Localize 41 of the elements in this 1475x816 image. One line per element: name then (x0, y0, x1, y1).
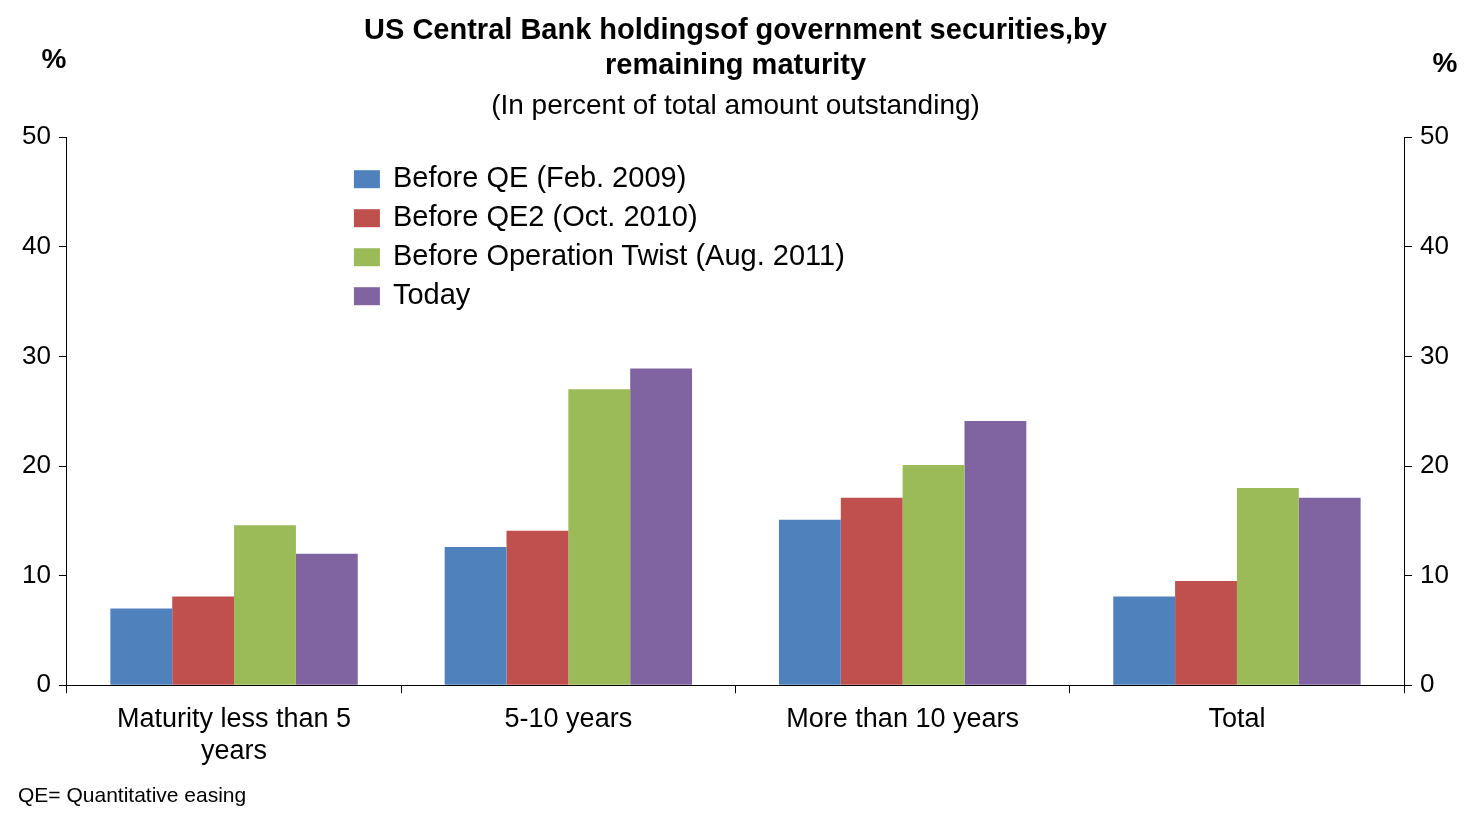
legend-label: Today (392, 278, 471, 311)
y2-tick-label: 30 (1420, 339, 1449, 370)
y2-tick-label: 0 (1420, 668, 1435, 699)
chart-subtitle: (In percent of total amount outstanding) (491, 89, 980, 121)
bar (902, 464, 965, 685)
text: QE= Quantitative easing (18, 782, 247, 806)
x-tick-label: Total (1208, 702, 1266, 733)
bar (630, 368, 693, 685)
bar (840, 497, 903, 685)
legend-label: Before Operation Twist (Aug. 2011) (392, 239, 845, 272)
y-tick-label: 50 (22, 120, 51, 151)
y-axis-title: % (41, 42, 67, 74)
x-tick-label: Maturity less than 5 years (117, 702, 352, 766)
bar (1113, 596, 1176, 685)
bar (444, 547, 507, 685)
bar (172, 596, 235, 685)
bar (1175, 581, 1237, 685)
y2-tick-label: 20 (1420, 449, 1449, 480)
bar (234, 525, 296, 685)
bar (778, 519, 841, 685)
y-tick-label: 30 (22, 339, 51, 370)
x-tick-label: More than 10 years (786, 702, 1019, 733)
y2-tick-label: 10 (1420, 558, 1449, 589)
y2-axis-title: % (1432, 46, 1458, 78)
bar (506, 530, 569, 685)
legend-label: Before QE (Feb. 2009) (392, 161, 687, 194)
bar (964, 421, 1027, 685)
y2-tick-label: 50 (1420, 120, 1449, 151)
y-tick-label: 10 (22, 558, 51, 589)
bar (1298, 497, 1361, 685)
y2-tick-label: 40 (1420, 229, 1449, 260)
y-tick-label: 0 (36, 668, 51, 699)
legend-label: Before QE2 (Oct. 2010) (392, 200, 698, 233)
y-tick-label: 40 (22, 229, 51, 260)
x-tick-label: 5-10 years (504, 702, 633, 733)
chart-title: US Central Bank holdingsof government securities,by remaining maturity (364, 13, 1107, 81)
bar (110, 608, 173, 685)
y-tick-label: 20 (22, 449, 51, 480)
bar (1236, 487, 1299, 685)
bar (295, 553, 358, 685)
bar (568, 389, 631, 685)
